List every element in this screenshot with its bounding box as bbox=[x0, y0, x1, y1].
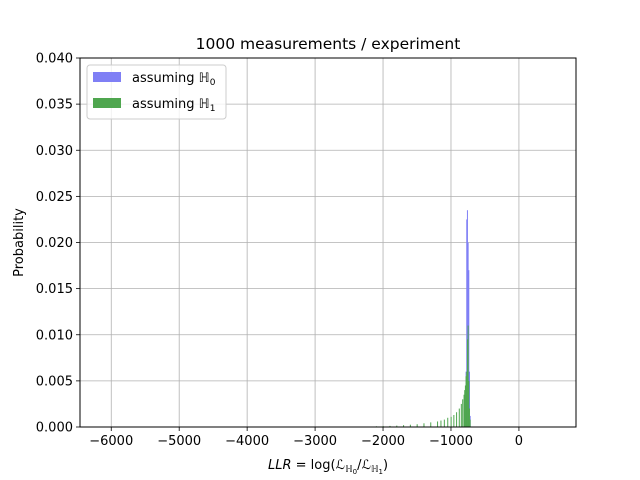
histogram-bar-h1 bbox=[416, 424, 418, 427]
legend-label-h1-sub: 1 bbox=[210, 104, 216, 114]
histogram-bar-h1 bbox=[466, 371, 468, 427]
histogram-bar-h1 bbox=[453, 415, 455, 427]
histogram-bar-h1 bbox=[440, 420, 442, 427]
histogram-bar-h1 bbox=[456, 412, 458, 427]
histogram-bar-h1 bbox=[389, 425, 391, 427]
histogram-bar-h1 bbox=[437, 421, 439, 427]
legend-label-h1-symbol: ℍ bbox=[199, 97, 210, 112]
histogram-bar-h1 bbox=[443, 419, 445, 427]
y-axis-label: Probability bbox=[12, 208, 27, 277]
histogram-bar-h0 bbox=[468, 371, 470, 427]
y-tick-label: 0.030 bbox=[36, 144, 73, 159]
legend-swatch-h0 bbox=[93, 72, 121, 82]
histogram-bar-h1 bbox=[468, 408, 470, 427]
histogram-bar-h1 bbox=[409, 424, 411, 427]
x-axis-label-sub0: ℍ bbox=[345, 465, 353, 475]
y-tick-label: 0.035 bbox=[36, 98, 73, 113]
legend-label-h0-base: assuming bbox=[132, 71, 199, 86]
chart-title: 1000 measurements / experiment bbox=[196, 35, 461, 53]
y-tick-label: 0.005 bbox=[36, 374, 73, 389]
x-tick-label: −3000 bbox=[293, 434, 337, 449]
histogram-bar-h0 bbox=[466, 219, 468, 427]
y-tick-label: 0.025 bbox=[36, 190, 73, 205]
legend-label-h0-sub: 0 bbox=[210, 78, 216, 88]
x-axis-label-sub0b: 0 bbox=[353, 468, 357, 476]
x-tick-label: −1000 bbox=[429, 434, 473, 449]
x-axis-label-sub1: ℍ bbox=[371, 465, 379, 475]
histogram-bar-h1 bbox=[464, 385, 466, 427]
x-axis-label-sub1b: 1 bbox=[378, 468, 382, 476]
histogram-bar-h1 bbox=[458, 408, 460, 427]
x-tick-label: −4000 bbox=[225, 434, 269, 449]
y-tick-label: 0.015 bbox=[36, 282, 73, 297]
y-tick-label: 0.000 bbox=[36, 421, 73, 436]
histogram-bar-h1 bbox=[463, 394, 465, 427]
histogram-bar-h1 bbox=[468, 380, 470, 427]
x-axis-label-italic: LLR bbox=[268, 458, 292, 473]
histogram-bars bbox=[375, 210, 471, 427]
axis-ticks: −6000 −5000 −4000 −3000 −2000 −1000 0 0.000 0.00… bbox=[36, 52, 523, 450]
histogram-bar-h0 bbox=[466, 210, 468, 427]
legend-box bbox=[86, 64, 227, 120]
histogram-bar-h1 bbox=[465, 376, 467, 427]
histogram-bar-h1 bbox=[447, 417, 449, 427]
legend: assuming ℍ0 assuming ℍ1 bbox=[86, 64, 227, 120]
legend-label-h0: assuming ℍ0 bbox=[132, 71, 216, 88]
histogram-bar-h1 bbox=[403, 425, 405, 427]
histogram-bar-h1 bbox=[423, 423, 425, 427]
x-tick-label: −6000 bbox=[89, 434, 133, 449]
x-tick-label: −2000 bbox=[361, 434, 405, 449]
histogram-bar-h1 bbox=[430, 422, 432, 427]
histogram-bar-h1 bbox=[469, 419, 471, 427]
histogram-bar-h1 bbox=[466, 339, 468, 427]
histogram-bar-h1 bbox=[460, 403, 462, 427]
x-tick-label: −5000 bbox=[157, 434, 201, 449]
histogram-bar-h1 bbox=[396, 425, 398, 427]
histogram-bar-h1 bbox=[462, 399, 464, 427]
legend-swatch-h1 bbox=[93, 98, 121, 108]
x-tick-label: 0 bbox=[515, 434, 523, 449]
histogram-bar-h1 bbox=[450, 416, 452, 427]
histogram-bar-h1 bbox=[467, 325, 469, 427]
y-tick-label: 0.020 bbox=[36, 236, 73, 251]
legend-label-h1-base: assuming bbox=[132, 97, 199, 112]
x-axis-label-part: = log(ℒ bbox=[292, 458, 345, 473]
histogram-bar-h1 bbox=[464, 390, 466, 427]
x-axis-label-close: ) bbox=[383, 458, 388, 473]
x-axis-label-slash: /ℒ bbox=[357, 458, 371, 473]
histogram-bar-h0 bbox=[468, 270, 470, 427]
legend-label-h0-symbol: ℍ bbox=[199, 71, 210, 86]
y-tick-label: 0.010 bbox=[36, 328, 73, 343]
grid-lines bbox=[80, 57, 576, 428]
legend-label-h1: assuming ℍ1 bbox=[132, 97, 215, 114]
x-axis-label: LLR = log(ℒℍ0/ℒℍ1) bbox=[268, 458, 388, 476]
y-tick-label: 0.040 bbox=[36, 52, 73, 67]
